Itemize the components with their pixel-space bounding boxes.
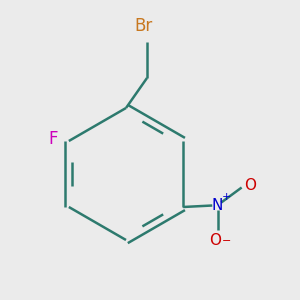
Text: Br: Br bbox=[135, 17, 153, 35]
Text: +: + bbox=[221, 192, 231, 202]
Text: O: O bbox=[209, 233, 221, 248]
Text: F: F bbox=[49, 130, 58, 148]
Text: O: O bbox=[244, 178, 256, 194]
Text: N: N bbox=[212, 198, 223, 213]
Text: −: − bbox=[222, 236, 231, 246]
